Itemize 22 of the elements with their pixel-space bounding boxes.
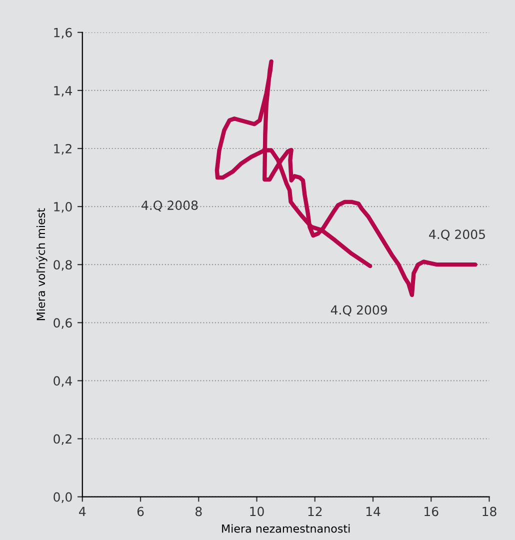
x-tick-label: 16 bbox=[424, 506, 438, 516]
annotation: 4.Q 2008 bbox=[142, 200, 198, 212]
x-tick-label: 6 bbox=[137, 506, 144, 516]
x-axis-title: Miera nezamestnanosti bbox=[222, 524, 350, 533]
y-tick-label: 0,0 bbox=[54, 492, 72, 503]
y-tick-label: 1,4 bbox=[54, 86, 72, 97]
y-tick-label: 0,4 bbox=[54, 376, 72, 387]
y-tick-label: 0,2 bbox=[54, 434, 72, 445]
y-tick-label: 1,0 bbox=[54, 202, 72, 213]
y-tick-label: 1,2 bbox=[54, 144, 72, 155]
y-tick-label: 0,6 bbox=[54, 318, 72, 329]
y-tick-label: 0,8 bbox=[54, 260, 72, 271]
y-tick-label: 1,6 bbox=[54, 28, 72, 39]
annotation: 4.Q 2005 bbox=[429, 230, 485, 240]
annotation: 4.Q 2009 bbox=[330, 305, 387, 316]
x-tick-label: 4 bbox=[79, 506, 86, 516]
y-axis-title: Miera voľných miest bbox=[36, 208, 48, 320]
x-tick-label: 18 bbox=[482, 506, 496, 516]
x-tick-label: 14 bbox=[366, 506, 380, 516]
x-tick-label: 10 bbox=[250, 506, 264, 516]
x-tick-label: 8 bbox=[196, 506, 202, 516]
x-tick-label: 12 bbox=[308, 506, 322, 516]
